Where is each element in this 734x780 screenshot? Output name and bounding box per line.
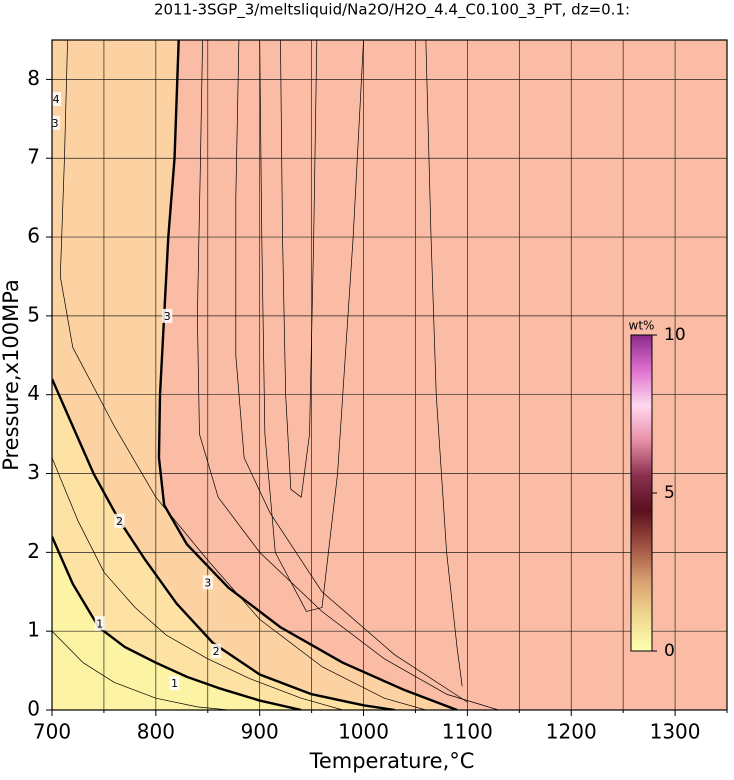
contour-label: 1 [96, 617, 103, 630]
contour-line [52, 536, 302, 710]
colorbar-tick-label: 0 [664, 641, 675, 661]
contour-label-bg [52, 115, 61, 130]
contour-label-bg [162, 308, 173, 323]
x-tick-label: 1100 [442, 720, 493, 744]
contour-label-bg [202, 575, 213, 590]
y-tick-label: 6 [27, 224, 40, 248]
y-tick-label: 3 [27, 460, 40, 484]
band-fill [52, 40, 457, 710]
contour-line [52, 630, 229, 710]
contour-label-bg [114, 513, 125, 528]
contour-line [235, 40, 468, 703]
colorbar-tick-label: 10 [664, 325, 686, 345]
plot-frame [51, 39, 728, 711]
contour-label: 2 [116, 515, 123, 528]
contour-line [59, 40, 426, 710]
band-fill [52, 40, 302, 710]
contour-label: 3 [164, 310, 171, 323]
x-tick-label: 1200 [546, 720, 597, 744]
y-tick-label: 7 [27, 145, 40, 169]
contour-label: 1 [171, 677, 178, 690]
contour-line [52, 457, 343, 710]
contour-label: 3 [52, 117, 59, 130]
chart-title: 2011-3SGP_3/meltsliquid/Na2O/H2O_4.4_C0.… [154, 1, 630, 20]
x-tick-label: 700 [33, 720, 71, 744]
contour-line [197, 40, 499, 710]
contour-label-bg [169, 676, 180, 691]
y-tick-label: 8 [27, 66, 40, 90]
contour-label-bg [52, 92, 62, 107]
plot-area: 3 2 1 3 2 1 3 4 [52, 40, 727, 710]
contour-line [52, 378, 395, 710]
x-axis-label: Temperature,°C [309, 749, 475, 773]
contour-label-bg [94, 616, 105, 631]
x-tick-label: 800 [137, 720, 175, 744]
contour-label: 3 [204, 576, 211, 589]
y-tick-label: 2 [27, 539, 40, 563]
contour-line [425, 40, 463, 687]
contour-line [280, 40, 318, 498]
contour-line [259, 40, 364, 612]
contour-label-bg [211, 643, 222, 658]
x-tick-label: 1000 [338, 720, 389, 744]
colorbar [630, 334, 653, 652]
colorbar-label: wt% [629, 319, 655, 333]
y-tick-label: 0 [27, 697, 40, 721]
contour-label: 2 [213, 645, 220, 658]
x-tick-label: 1300 [650, 720, 701, 744]
y-axis-label: Pressure,x100MPa [0, 279, 23, 471]
contour-label: 4 [53, 93, 60, 106]
x-tick-label: 900 [241, 720, 279, 744]
colorbar-tick-label: 5 [664, 483, 675, 503]
y-tick-label: 1 [27, 618, 40, 642]
y-tick-label: 4 [27, 381, 40, 405]
y-tick-label: 5 [27, 302, 40, 326]
contour-line [157, 40, 458, 710]
